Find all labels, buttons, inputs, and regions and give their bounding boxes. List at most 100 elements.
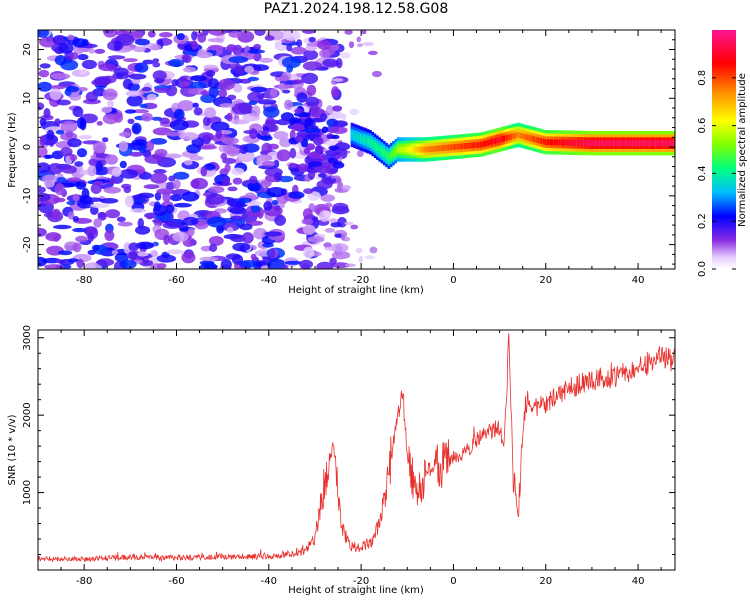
y-tick-label: 2000 [22,402,33,427]
noise-blob [116,216,126,223]
noise-blob [222,157,237,164]
noise-blob [104,154,118,165]
ridge-segment [493,138,497,144]
noise-blob [67,258,79,263]
ridge-segment [671,140,675,147]
noise-blob [147,30,156,38]
noise-blob [39,118,47,126]
noise-blob [205,70,216,77]
noise-blob [93,218,102,228]
noise-blob [124,195,134,208]
noise-blob [325,105,334,116]
noise-blob [349,108,360,116]
noise-blob [244,65,255,74]
ridge-segment [408,146,411,153]
noise-blob [146,93,157,101]
noise-blob [90,205,99,215]
ridge-segment [387,153,391,160]
ridge-segment [673,140,675,147]
noise-blob [316,261,334,269]
noise-blob [135,241,155,250]
noise-blob [316,179,333,190]
noise-blob [231,103,252,115]
noise-blob [329,257,337,265]
noise-blob [93,76,112,86]
noise-blob [152,58,160,63]
noise-blob [202,116,211,127]
noise-blob [308,36,316,43]
ridge-segment [369,139,372,146]
ridge-segment [445,144,448,151]
ridge-segment [632,140,635,147]
noise-blob [250,204,261,214]
noise-blob [50,73,71,80]
transition-blob [332,161,345,169]
ridge-segment [641,140,645,147]
transition-blob [304,117,314,127]
noise-blob [67,138,82,148]
noise-blob [266,187,286,198]
ridge-segment [376,144,379,151]
ridge-segment [588,140,591,147]
x-tick-label: -60 [168,576,184,587]
noise-blob [230,234,246,243]
noise-blob [138,144,147,154]
noise-blob [332,110,342,117]
noise-blob [302,30,316,34]
noise-blob [357,43,363,47]
noise-blob [291,79,304,85]
noise-blob [54,118,61,126]
noise-blob [116,73,124,79]
noise-blob [341,185,352,191]
noise-blob [76,258,84,269]
noise-blob [78,135,93,140]
ridge-segment [583,140,587,146]
colorbar-label: Normalized spectral amplitude [737,73,748,227]
noise-blob [56,177,67,183]
noise-blob [217,78,235,91]
transition-blob [294,136,304,143]
transition-blob [325,149,341,156]
noise-blob [188,81,207,90]
noise-blob [331,126,348,134]
x-tick-label: -20 [353,275,369,286]
ridge-segment [613,140,617,147]
noise-blob [87,249,96,256]
transition-blob [303,147,311,155]
noise-blob [234,64,244,76]
noise-blob [102,88,118,101]
ridge-segment [567,139,571,146]
noise-blob [200,90,210,96]
noise-blob [144,154,164,164]
noise-blob [69,154,78,162]
noise-blob [130,208,147,214]
ridge-segment [491,138,495,145]
ridge-segment [664,140,668,147]
colorbar-tick-label: 0.6 [697,118,708,134]
ridge-segment [602,140,605,147]
noise-blob [95,160,103,173]
noise-blob [141,86,152,92]
noise-blob [191,40,199,50]
noise-blob [87,165,97,177]
ridge-segment [514,132,518,139]
noise-blob [183,66,197,73]
ridge-segment [466,142,469,149]
noise-blob [231,167,245,176]
noise-blob [344,221,354,225]
noise-blob [239,144,249,155]
noise-blob [127,118,135,125]
ridge-segment [581,140,585,146]
ridge-segment [636,140,640,147]
noise-blob [122,78,133,90]
noise-blob [127,251,138,261]
noise-blob [250,86,267,93]
ridge-segment [500,136,504,143]
ridge-segment [364,137,368,144]
noise-blob [348,41,355,49]
ridge-segment [660,140,663,147]
noise-blob [176,33,185,41]
noise-blob [38,227,47,237]
noise-blob [146,140,155,152]
